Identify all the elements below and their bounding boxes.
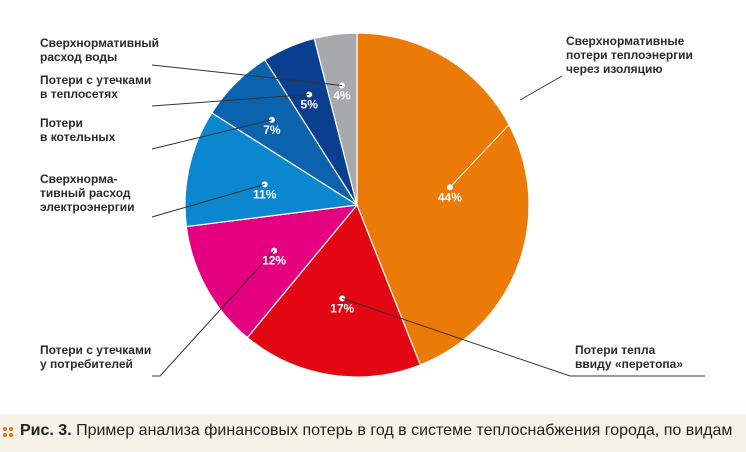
figure-caption: Рис. 3. Пример анализа финансовых потерь… — [20, 422, 732, 440]
label-network-leak-losses: Потери с утечками в теплосетях — [40, 73, 152, 101]
figure-caption-bar: Рис. 3. Пример анализа финансовых потерь… — [0, 414, 746, 452]
pie-slice — [184, 112, 359, 228]
leader-line — [519, 75, 563, 101]
pie-value-label: 12% — [262, 254, 286, 268]
caption-text: Пример анализа финансовых потерь в год в… — [71, 422, 733, 439]
leader-line — [342, 297, 705, 377]
leader-line — [151, 119, 273, 150]
leader-line — [151, 183, 265, 218]
leader-line — [449, 75, 562, 188]
leader-line — [152, 250, 275, 377]
pie-slice — [313, 32, 358, 206]
leader-line — [151, 64, 342, 86]
pie-value-label: 7% — [263, 123, 281, 137]
pie-value-label: 4% — [333, 89, 351, 103]
pie-value-label: 17% — [330, 301, 354, 315]
caption-prefix: Рис. 3. — [20, 422, 72, 439]
label-boiler-losses: Потери в котельных — [40, 116, 116, 144]
label-water-overuse: Сверхнормативный расход воды — [40, 36, 160, 64]
label-insulation-losses: Сверхнормативные потери теплоэнергии чер… — [566, 34, 693, 76]
label-overheating-losses: Потери тепла ввиду «перетопа» — [575, 343, 683, 371]
label-consumer-leak-losses: Потери с утечками у потребителей — [40, 343, 152, 371]
caption-bullet-icon — [3, 427, 13, 437]
label-electricity-overuse: Сверхнорма- тивный расход электроэнергии — [40, 172, 135, 214]
leader-line — [151, 94, 310, 107]
pie-slice — [246, 203, 422, 378]
pie-slice — [185, 204, 359, 339]
pie-value-label: 5% — [301, 98, 319, 112]
chart-area: 44% 17% 12% 11% 7% 5% 4% Сверхнормативные поте… — [40, 32, 705, 378]
pie-slice — [356, 32, 530, 366]
pie-value-label: 11% — [253, 187, 277, 201]
pie-chart: 44% 17% 12% 11% 7% 5% 4% — [151, 32, 705, 378]
pie-value-label: 44% — [438, 190, 462, 204]
